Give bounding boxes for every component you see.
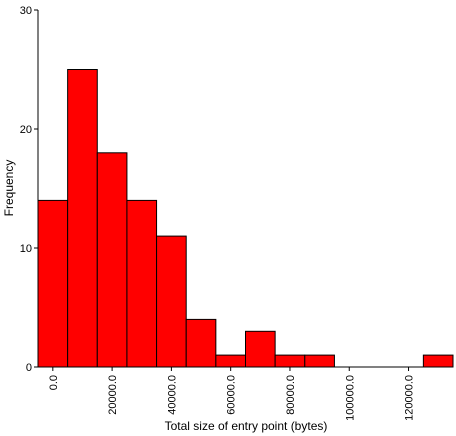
histogram-bar-7 (245, 330, 276, 368)
y-tick-label: 0 (26, 362, 32, 374)
y-ticks-group: 0 10 20 30 (20, 5, 38, 374)
x-tick-label: 0.0 (48, 375, 60, 390)
y-axis-title: Frequency (2, 160, 16, 217)
histogram-bar-9 (304, 354, 335, 368)
x-axis-title: Total size of entry point (bytes) (165, 419, 328, 433)
histogram-bar-1 (67, 69, 98, 368)
histogram-bar-0 (37, 199, 69, 368)
x-tick-label: 40000.0 (166, 375, 178, 415)
y-tick-label: 20 (20, 124, 32, 136)
axes-group (37, 10, 453, 368)
histogram-bar-2 (96, 152, 128, 368)
x-tick-label: 60000.0 (226, 375, 238, 415)
histogram-bar-4 (156, 235, 187, 368)
histogram-bar-5 (185, 318, 217, 368)
x-ticks-group: 0.0 20000.0 40000.0 60000.0 80000.0 100000.0 1… (48, 367, 416, 421)
y-tick-label: 30 (20, 5, 32, 17)
x-tick-label: 100000.0 (344, 375, 356, 421)
histogram-bar-8 (274, 354, 306, 368)
x-tick-label: 80000.0 (285, 375, 297, 415)
histogram-bar-6 (215, 354, 246, 368)
x-tick-label: 20000.0 (107, 375, 119, 415)
histogram-bar-3 (126, 199, 158, 368)
bars-group (37, 69, 454, 368)
y-tick-label: 10 (20, 243, 32, 255)
histogram-bar-13 (422, 354, 454, 368)
x-tick-label: 120000.0 (404, 375, 416, 421)
